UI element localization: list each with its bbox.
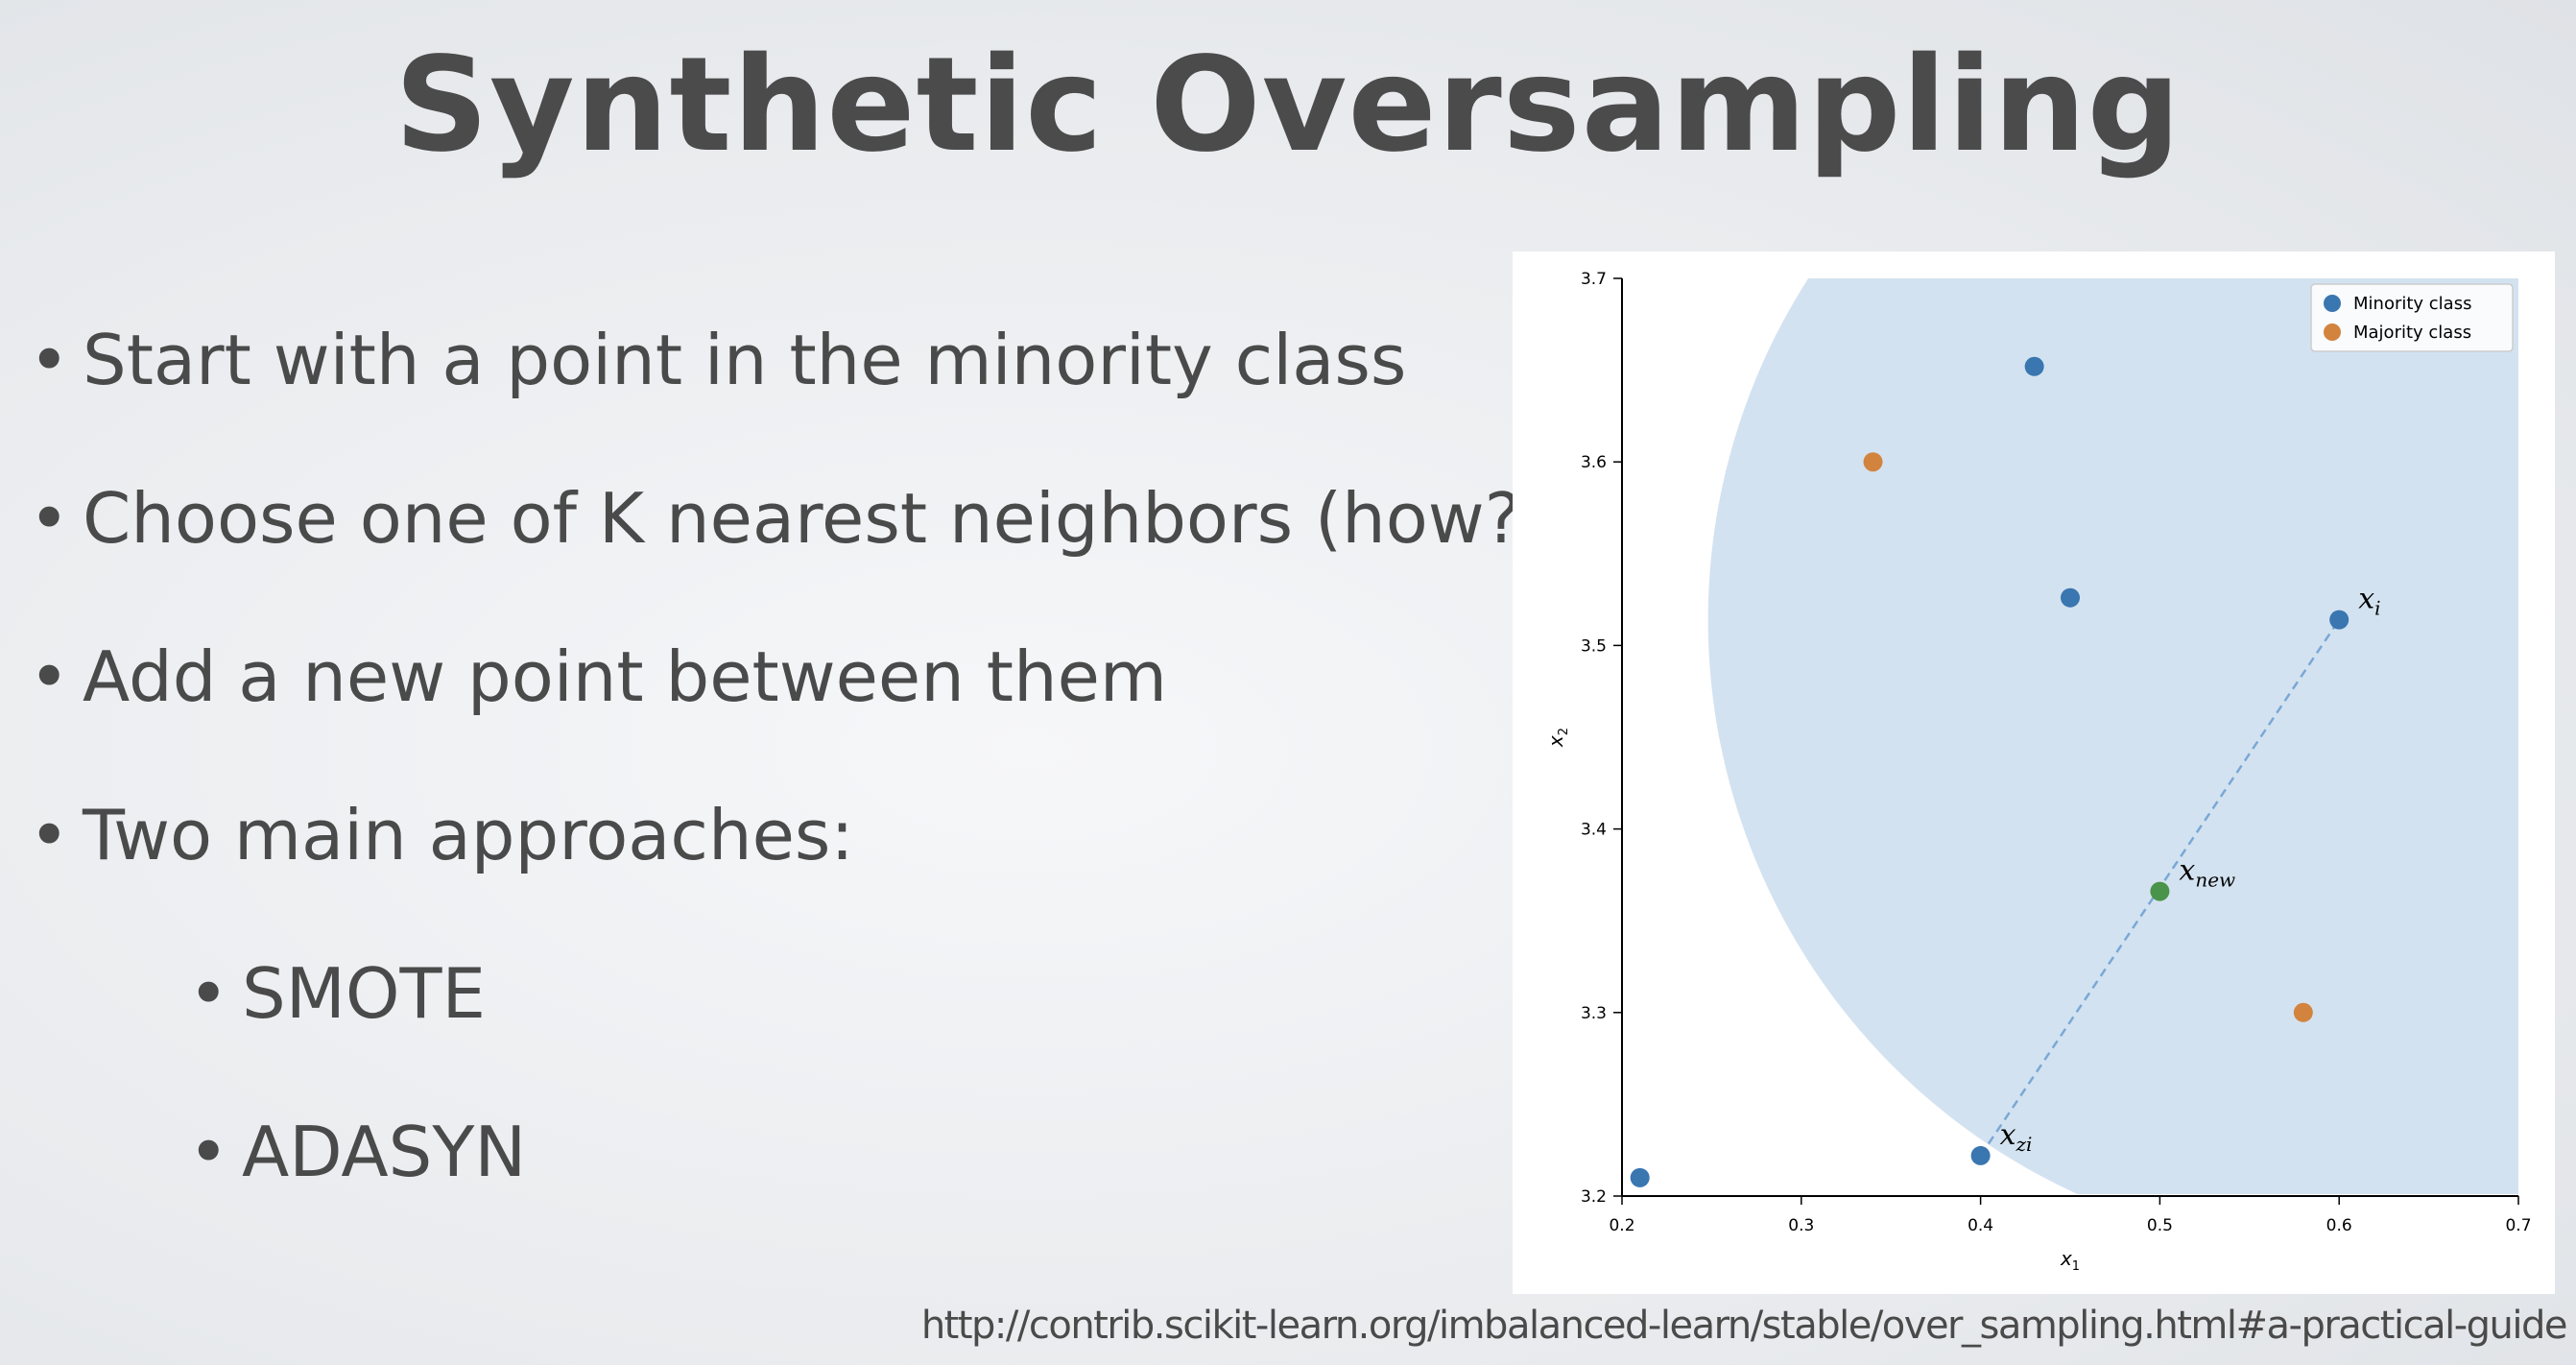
- bullet-item: • Add a new point between them: [29, 634, 1167, 720]
- bullet-item: • Start with a point in the minority clas…: [29, 317, 1406, 403]
- new-synthetic-point: [2150, 881, 2170, 901]
- legend-label: Minority class: [2353, 294, 2471, 314]
- x-axis-label: x1: [2060, 1247, 2080, 1274]
- legend-marker: [2324, 295, 2341, 312]
- x-tick-label: 0.3: [1788, 1216, 1814, 1235]
- legend-label: Majority class: [2353, 323, 2471, 343]
- minority-point: [1630, 1167, 1650, 1187]
- scatter-chart: 0.2 0.3 0.4 0.5 0.6 0.7 3.2 3.3 3.4 3.5 3.6 3.7 x1 x2…: [1544, 270, 2532, 1274]
- majority-point: [2293, 1002, 2313, 1022]
- bullet-item: • Choose one of K nearest neighbors (how?…: [29, 475, 1548, 562]
- legend-marker: [2324, 323, 2341, 341]
- bullet-dot: •: [29, 636, 70, 717]
- source-link[interactable]: http://contrib.scikit-learn.org/imbalanc…: [920, 1304, 2568, 1348]
- y-tick-label: 3.2: [1581, 1187, 1607, 1207]
- bullet-text: Add a new point between them: [83, 636, 1168, 717]
- bullet-item: • Two main approaches:: [29, 792, 854, 878]
- majority-point: [1863, 452, 1883, 472]
- bullet-text: Two main approaches:: [83, 795, 854, 875]
- bullet-item-sub: • ADASYN: [188, 1109, 526, 1195]
- bullet-dot: •: [188, 1112, 229, 1192]
- bullet-dot: •: [29, 320, 70, 400]
- minority-point: [2329, 610, 2349, 630]
- point-annotation-new: xnew: [2179, 854, 2235, 892]
- x-tick-label: 0.2: [1609, 1216, 1634, 1235]
- neighborhood-circle: [1707, 278, 2518, 1194]
- bullet-item-sub: • SMOTE: [188, 950, 486, 1037]
- x-tick-label: 0.7: [2505, 1216, 2531, 1235]
- bullet-text: Choose one of K nearest neighbors (how?): [83, 478, 1548, 559]
- minority-point: [2024, 356, 2044, 376]
- bullet-dot: •: [188, 953, 229, 1034]
- bullet-dot: •: [29, 795, 70, 875]
- bullet-text: Start with a point in the minority class: [83, 320, 1407, 400]
- chart-panel: 0.2 0.3 0.4 0.5 0.6 0.7 3.2 3.3 3.4 3.5 3.6 3.7 x1 x2…: [1513, 251, 2555, 1294]
- minority-point: [1970, 1145, 1991, 1165]
- minority-point: [2061, 587, 2080, 608]
- slide-title: Synthetic Oversampling: [394, 30, 2182, 181]
- point-annotation-zi: xzi: [2000, 1118, 2033, 1156]
- x-tick-label: 0.6: [2326, 1216, 2352, 1235]
- y-tick-label: 3.6: [1581, 453, 1607, 472]
- point-annotation-i: xi: [2358, 583, 2380, 620]
- y-axis-label: x2: [1544, 728, 1571, 748]
- x-tick-label: 0.5: [2147, 1216, 2173, 1235]
- bullet-text: SMOTE: [242, 953, 486, 1034]
- bullet-text: ADASYN: [242, 1112, 527, 1192]
- y-tick-label: 3.5: [1581, 636, 1607, 656]
- x-tick-label: 0.4: [1968, 1216, 1993, 1235]
- y-tick-label: 3.4: [1581, 821, 1607, 840]
- y-tick-label: 3.7: [1581, 270, 1607, 289]
- bullet-dot: •: [29, 478, 70, 559]
- y-tick-label: 3.3: [1581, 1004, 1607, 1023]
- legend-box: [2310, 283, 2514, 352]
